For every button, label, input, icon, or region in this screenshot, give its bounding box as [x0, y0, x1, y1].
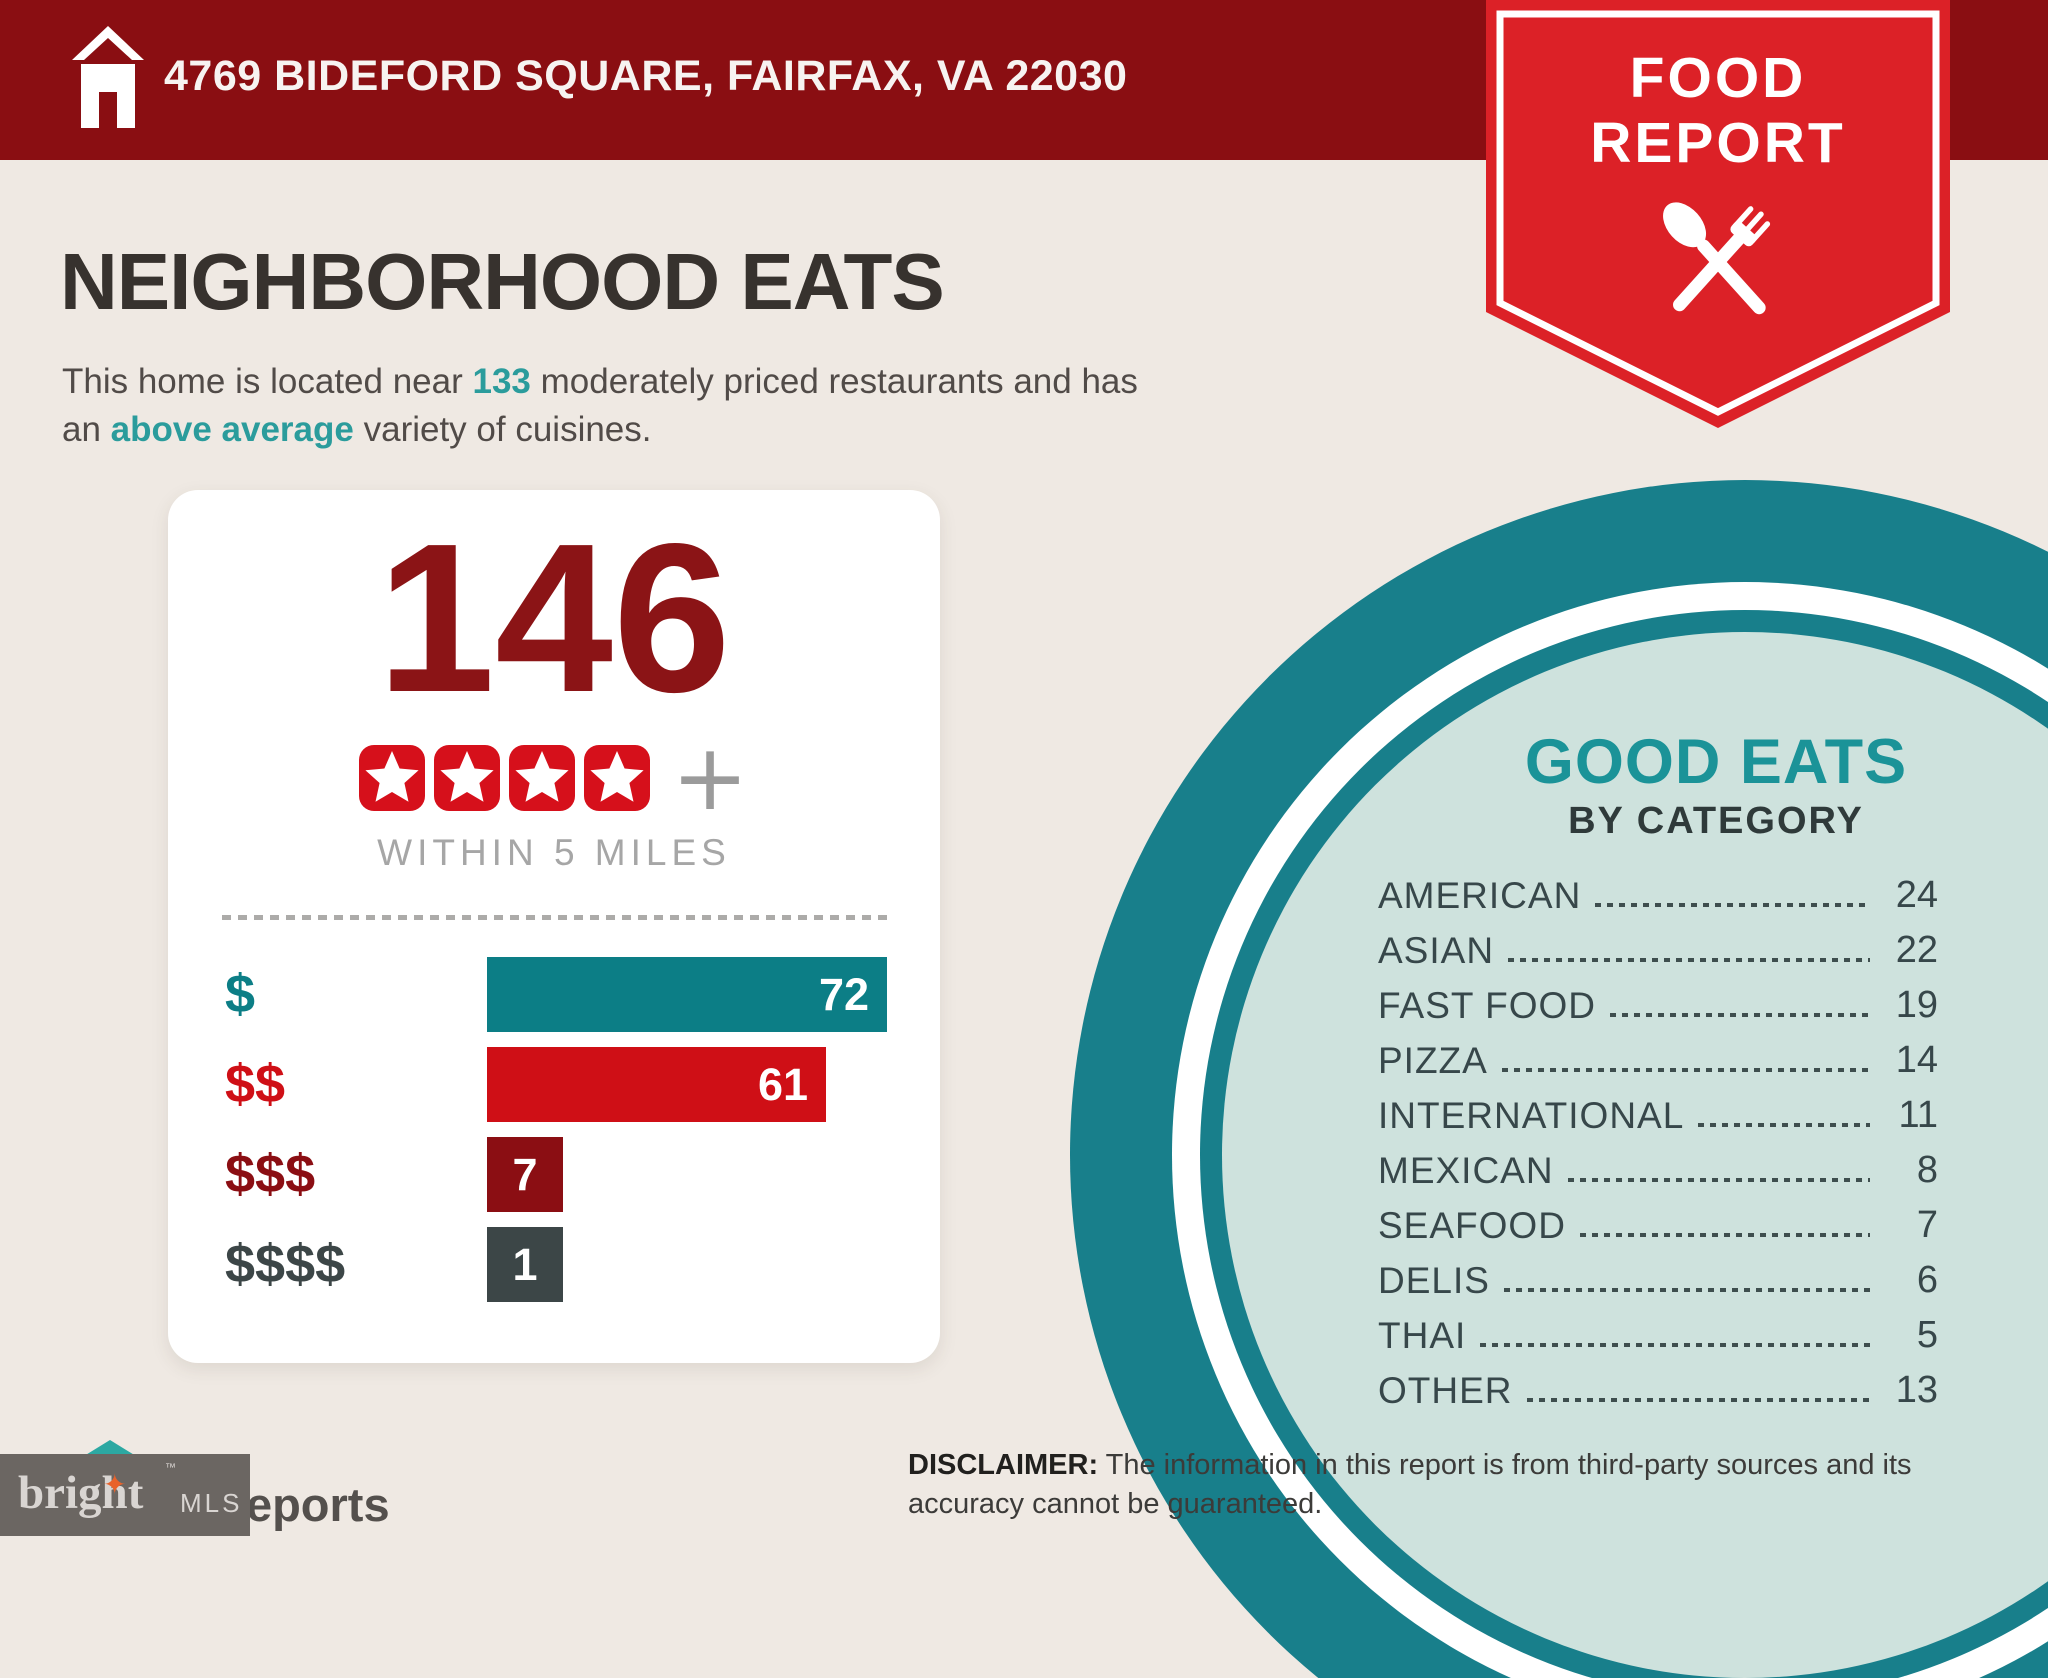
category-label: MEXICAN [1378, 1150, 1554, 1191]
address-text: 4769 BIDEFORD SQUARE, FAIRFAX, VA 22030 [164, 52, 1128, 100]
category-value: 14 [1895, 1039, 1938, 1081]
good-eats-subtitle: BY CATEGORY [1568, 800, 1864, 842]
good-eats-circle [1222, 632, 2048, 1678]
category-row: MEXICAN 8 [1378, 1141, 1938, 1196]
price-row: $$ 61 [168, 1047, 940, 1122]
category-label: OTHER [1378, 1370, 1513, 1411]
category-row: THAI 5 [1378, 1306, 1938, 1361]
price-bar: 7 [487, 1137, 563, 1212]
category-row: OTHER 13 [1378, 1361, 1938, 1416]
category-value: 19 [1895, 984, 1938, 1026]
price-value: 1 [512, 1239, 538, 1290]
category-label: PIZZA [1378, 1040, 1488, 1081]
category-list: AMERICAN 24 ASIAN 22 FAST FOOD 19 PIZZA 14 I… [1378, 866, 1938, 1416]
category-leader [1698, 1123, 1870, 1127]
star-icon [359, 745, 426, 811]
category-label: INTERNATIONAL [1378, 1095, 1685, 1136]
disclaimer-label: DISCLAIMER: [908, 1449, 1099, 1481]
category-leader [1567, 1178, 1870, 1182]
price-value: 72 [818, 969, 869, 1020]
good-eats-title: GOOD EATS [1524, 727, 1908, 797]
ribbon-shape [1486, 0, 1950, 428]
price-label: $$$$ [225, 1234, 346, 1294]
summary-card: 146 + WITHIN 5 MILES $ 72 [168, 490, 940, 1363]
category-leader [1501, 1068, 1870, 1072]
category-label: AMERICAN [1378, 875, 1582, 916]
price-label: $$$ [225, 1144, 316, 1204]
price-label: $$ [225, 1054, 286, 1114]
price-value: 61 [757, 1059, 808, 1110]
category-label: THAI [1378, 1315, 1467, 1356]
price-label: $ [225, 964, 256, 1024]
ribbon-title-line2: REPORT [1590, 111, 1846, 175]
home-icon [72, 26, 144, 135]
food-report-ribbon: FOOD REPORT [1486, 0, 1950, 432]
category-leader [1595, 903, 1870, 907]
price-bar: 61 [487, 1047, 826, 1122]
category-value: 24 [1895, 874, 1938, 916]
category-row: PIZZA 14 [1378, 1031, 1938, 1086]
brightmls-watermark: bright ✦ ™ MLS [0, 1454, 250, 1536]
price-bar: 72 [487, 957, 887, 1032]
category-value: 11 [1898, 1094, 1938, 1136]
category-row: INTERNATIONAL 11 [1378, 1086, 1938, 1141]
star-icon [509, 745, 576, 811]
brightmls-logo: bright [18, 1467, 144, 1519]
category-row: DELIS 6 [1378, 1251, 1938, 1306]
rating-stars: + [168, 732, 940, 824]
intro-text: This home is located near 133 moderately… [62, 358, 1152, 454]
page-title: NEIGHBORHOOD EATS [60, 237, 945, 326]
category-value: 13 [1895, 1369, 1938, 1411]
category-value: 22 [1895, 929, 1938, 971]
price-value: 7 [512, 1149, 538, 1200]
trademark-symbol: ™ [165, 1462, 176, 1474]
category-leader [1610, 1013, 1870, 1017]
dashed-divider [222, 915, 888, 920]
intro-segment: This home is located near [62, 362, 473, 401]
category-leader [1508, 958, 1870, 962]
category-leader [1480, 1343, 1870, 1347]
category-leader [1526, 1398, 1870, 1402]
category-row: AMERICAN 24 [1378, 866, 1938, 921]
category-label: SEAFOOD [1378, 1205, 1566, 1246]
category-value: 8 [1916, 1149, 1938, 1191]
category-value: 7 [1916, 1204, 1938, 1246]
disclaimer-text: DISCLAIMER: The information in this repo… [908, 1449, 1912, 1520]
category-value: 5 [1916, 1314, 1938, 1356]
price-bar-chart: $ 72 $$ 61 $$$ 7 $$$$ 1 [168, 490, 940, 1363]
cuisine-variety-highlight: above average [110, 410, 354, 449]
star-icon [584, 745, 651, 811]
category-label: ASIAN [1378, 930, 1495, 971]
restaurant-count: 133 [472, 362, 531, 401]
price-row: $ 72 [168, 957, 940, 1032]
star-icon [434, 745, 501, 811]
price-row: $$$$ 1 [168, 1227, 940, 1302]
price-row: $$$ 7 [168, 1137, 940, 1212]
intro-segment: variety of cuisines. [353, 410, 652, 449]
price-bar: 1 [487, 1227, 563, 1302]
restaurant-total-count: 146 [377, 499, 731, 736]
crossed-spoon-fork-icon [1663, 202, 1771, 315]
category-row: FAST FOOD 19 [1378, 976, 1938, 1031]
mls-label: MLS [180, 1488, 243, 1518]
sparkle-icon: ✦ [103, 1468, 127, 1501]
category-leader [1579, 1233, 1870, 1237]
category-row: ASIAN 22 [1378, 921, 1938, 976]
ribbon-title-line1: FOOD [1630, 46, 1807, 110]
radius-caption: WITHIN 5 MILES [377, 832, 731, 873]
intro-segment: moderately priced restaurants and has an [62, 362, 1138, 449]
category-leader [1503, 1288, 1870, 1292]
category-label: DELIS [1378, 1260, 1490, 1301]
category-value: 6 [1916, 1259, 1938, 1301]
category-row: SEAFOOD 7 [1378, 1196, 1938, 1251]
logo-roof-triangle [84, 1440, 136, 1456]
category-label: FAST FOOD [1378, 985, 1597, 1026]
